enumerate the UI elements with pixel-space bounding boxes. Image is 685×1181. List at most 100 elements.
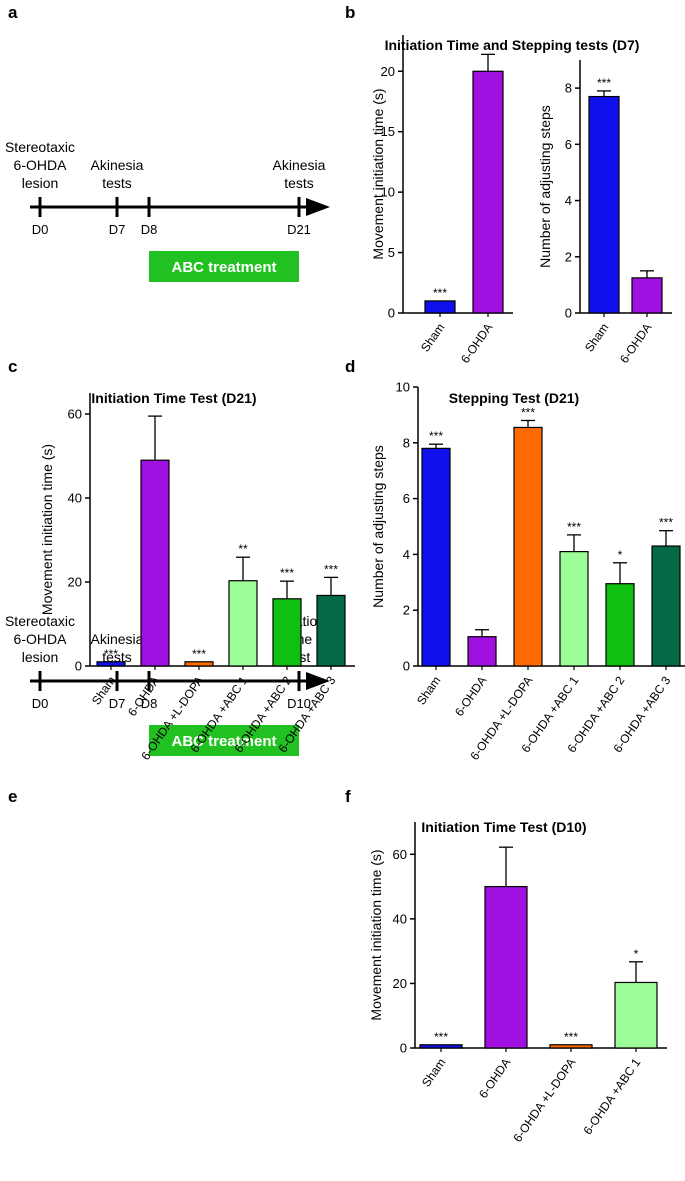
y-tick-label: 6 bbox=[403, 491, 410, 506]
chart-title: Initiation Time Test (D10) bbox=[421, 819, 586, 835]
significance-marker: * bbox=[618, 548, 623, 562]
timeline-event-label: lesion bbox=[22, 649, 59, 665]
bar-ohda bbox=[467, 636, 497, 667]
y-tick-label: 20 bbox=[68, 575, 82, 590]
timeline-arrowhead bbox=[306, 198, 330, 216]
chart-title: Stepping Test (D21) bbox=[449, 390, 579, 406]
x-tick-label: Sham bbox=[418, 321, 447, 355]
significance-marker: ** bbox=[238, 542, 248, 556]
significance-marker: *** bbox=[280, 566, 294, 580]
timeline-event-label: Stereotaxic bbox=[5, 613, 75, 629]
panel-letter-d: d bbox=[345, 357, 355, 376]
y-tick-label: 8 bbox=[565, 81, 572, 96]
bar-ohda bbox=[631, 277, 663, 314]
bar-abc1 bbox=[614, 981, 658, 1049]
significance-marker: * bbox=[634, 947, 639, 961]
y-tick-label: 40 bbox=[68, 491, 82, 506]
x-tick-label: 6-OHDA bbox=[458, 321, 495, 366]
y-tick-label: 0 bbox=[400, 1041, 407, 1056]
bar-ohda bbox=[484, 885, 528, 1049]
y-tick-label: 10 bbox=[381, 185, 395, 200]
bar-sham bbox=[588, 95, 620, 314]
y-axis-label: Movement initiation time (s) bbox=[39, 444, 55, 615]
bar-abc3 bbox=[651, 545, 681, 667]
bar-abc3 bbox=[316, 594, 346, 667]
bar-ohda bbox=[140, 459, 170, 667]
timeline-event-label: Akinesia bbox=[273, 157, 326, 173]
timeline-day-label: D10 bbox=[287, 696, 311, 711]
x-tick-label: 6-OHDA +L-DOPA bbox=[510, 1056, 578, 1145]
panel-letter-e: e bbox=[8, 787, 17, 806]
y-tick-label: 4 bbox=[565, 193, 572, 208]
timeline-day-label: D0 bbox=[32, 696, 49, 711]
timeline-event-label: tests bbox=[102, 649, 132, 665]
bar-sham bbox=[424, 300, 456, 314]
x-tick-label: 6-OHDA +ABC 1 bbox=[581, 1055, 644, 1137]
y-axis-label: Movement initiation time (s) bbox=[370, 88, 386, 259]
bar-ldopa bbox=[513, 426, 543, 667]
timeline-event-label: 6-OHDA bbox=[14, 631, 68, 647]
chart-f-initiation-time-d10: Initiation Time Test (D10) Movement initi… bbox=[368, 819, 667, 1145]
y-tick-label: 60 bbox=[68, 407, 82, 422]
significance-marker: *** bbox=[597, 76, 611, 90]
y-tick-label: 4 bbox=[403, 547, 410, 562]
x-tick-label: 6-OHDA bbox=[476, 1056, 513, 1101]
bar-sham bbox=[421, 447, 451, 667]
timeline-day-label: D8 bbox=[141, 222, 158, 237]
y-tick-label: 2 bbox=[565, 249, 572, 264]
significance-marker: *** bbox=[104, 647, 118, 661]
y-tick-label: 6 bbox=[565, 137, 572, 152]
y-tick-label: 40 bbox=[393, 911, 407, 926]
y-tick-label: 5 bbox=[388, 245, 395, 260]
chart-b-stepping-d7: Number of adjusting steps 0 2 4 6 8 *** Sham 6-O… bbox=[537, 60, 672, 366]
chart-title: Initiation Time and Stepping tests (D7) bbox=[385, 37, 640, 53]
chart-b-initiation-time-d7: Initiation Time and Stepping tests (D7) M… bbox=[370, 35, 639, 366]
significance-marker: *** bbox=[567, 520, 581, 534]
x-tick-label: 6-OHDA bbox=[617, 321, 654, 366]
y-tick-label: 60 bbox=[393, 847, 407, 862]
significance-marker: *** bbox=[324, 562, 338, 576]
timeline-a: D0 Stereotaxic 6-OHDA lesion D7 Akinesia tests… bbox=[5, 139, 330, 282]
y-tick-label: 0 bbox=[565, 306, 572, 321]
timeline-event-label: tests bbox=[102, 175, 132, 191]
timeline-event-label: Akinesia bbox=[91, 631, 144, 647]
y-tick-label: 0 bbox=[388, 306, 395, 321]
timeline-event-label: tests bbox=[284, 175, 314, 191]
timeline-day-label: D8 bbox=[141, 696, 158, 711]
treatment-label: ABC treatment bbox=[171, 259, 276, 276]
chart-title: Initiation Time Test (D21) bbox=[91, 390, 256, 406]
timeline-day-label: D21 bbox=[287, 222, 311, 237]
significance-marker: *** bbox=[429, 429, 443, 443]
x-tick-label: Sham bbox=[414, 674, 443, 708]
significance-marker: *** bbox=[521, 405, 535, 419]
timeline-e: D0 Stereotaxic 6-OHDA lesion D7 Akinesia tests… bbox=[5, 613, 330, 756]
treatment-label: ABC treatment bbox=[171, 733, 276, 750]
bar-ldopa bbox=[549, 1044, 593, 1049]
timeline-event-label: 6-OHDA bbox=[14, 157, 68, 173]
significance-marker: *** bbox=[192, 647, 206, 661]
x-tick-label: 6-OHDA bbox=[452, 674, 489, 719]
timeline-event-label: lesion bbox=[22, 175, 59, 191]
chart-c-initiation-time-d21: Initiation Time Test (D21) Movement initi… bbox=[39, 390, 355, 763]
y-axis-label: Number of adjusting steps bbox=[537, 105, 553, 268]
treatment-bar bbox=[149, 725, 299, 756]
treatment-bar bbox=[149, 251, 299, 282]
timeline-day-label: D7 bbox=[109, 696, 126, 711]
panel-letter-c: c bbox=[8, 357, 17, 376]
y-tick-label: 20 bbox=[381, 64, 395, 79]
x-tick-label: Sham bbox=[419, 1056, 448, 1090]
y-tick-label: 10 bbox=[396, 380, 410, 395]
timeline-day-label: D7 bbox=[109, 222, 126, 237]
significance-marker: *** bbox=[434, 1030, 448, 1044]
bar-sham bbox=[96, 661, 126, 667]
chart-d-stepping-d21: Stepping Test (D21) Number of adjusting s… bbox=[370, 380, 685, 763]
significance-marker: *** bbox=[564, 1030, 578, 1044]
y-tick-label: 0 bbox=[403, 659, 410, 674]
timeline-day-label: D0 bbox=[32, 222, 49, 237]
panel-letter-b: b bbox=[345, 3, 355, 22]
panel-letter-f: f bbox=[345, 787, 351, 806]
x-tick-label: Sham bbox=[582, 321, 611, 355]
bar-ldopa bbox=[184, 661, 214, 667]
significance-marker: *** bbox=[433, 286, 447, 300]
